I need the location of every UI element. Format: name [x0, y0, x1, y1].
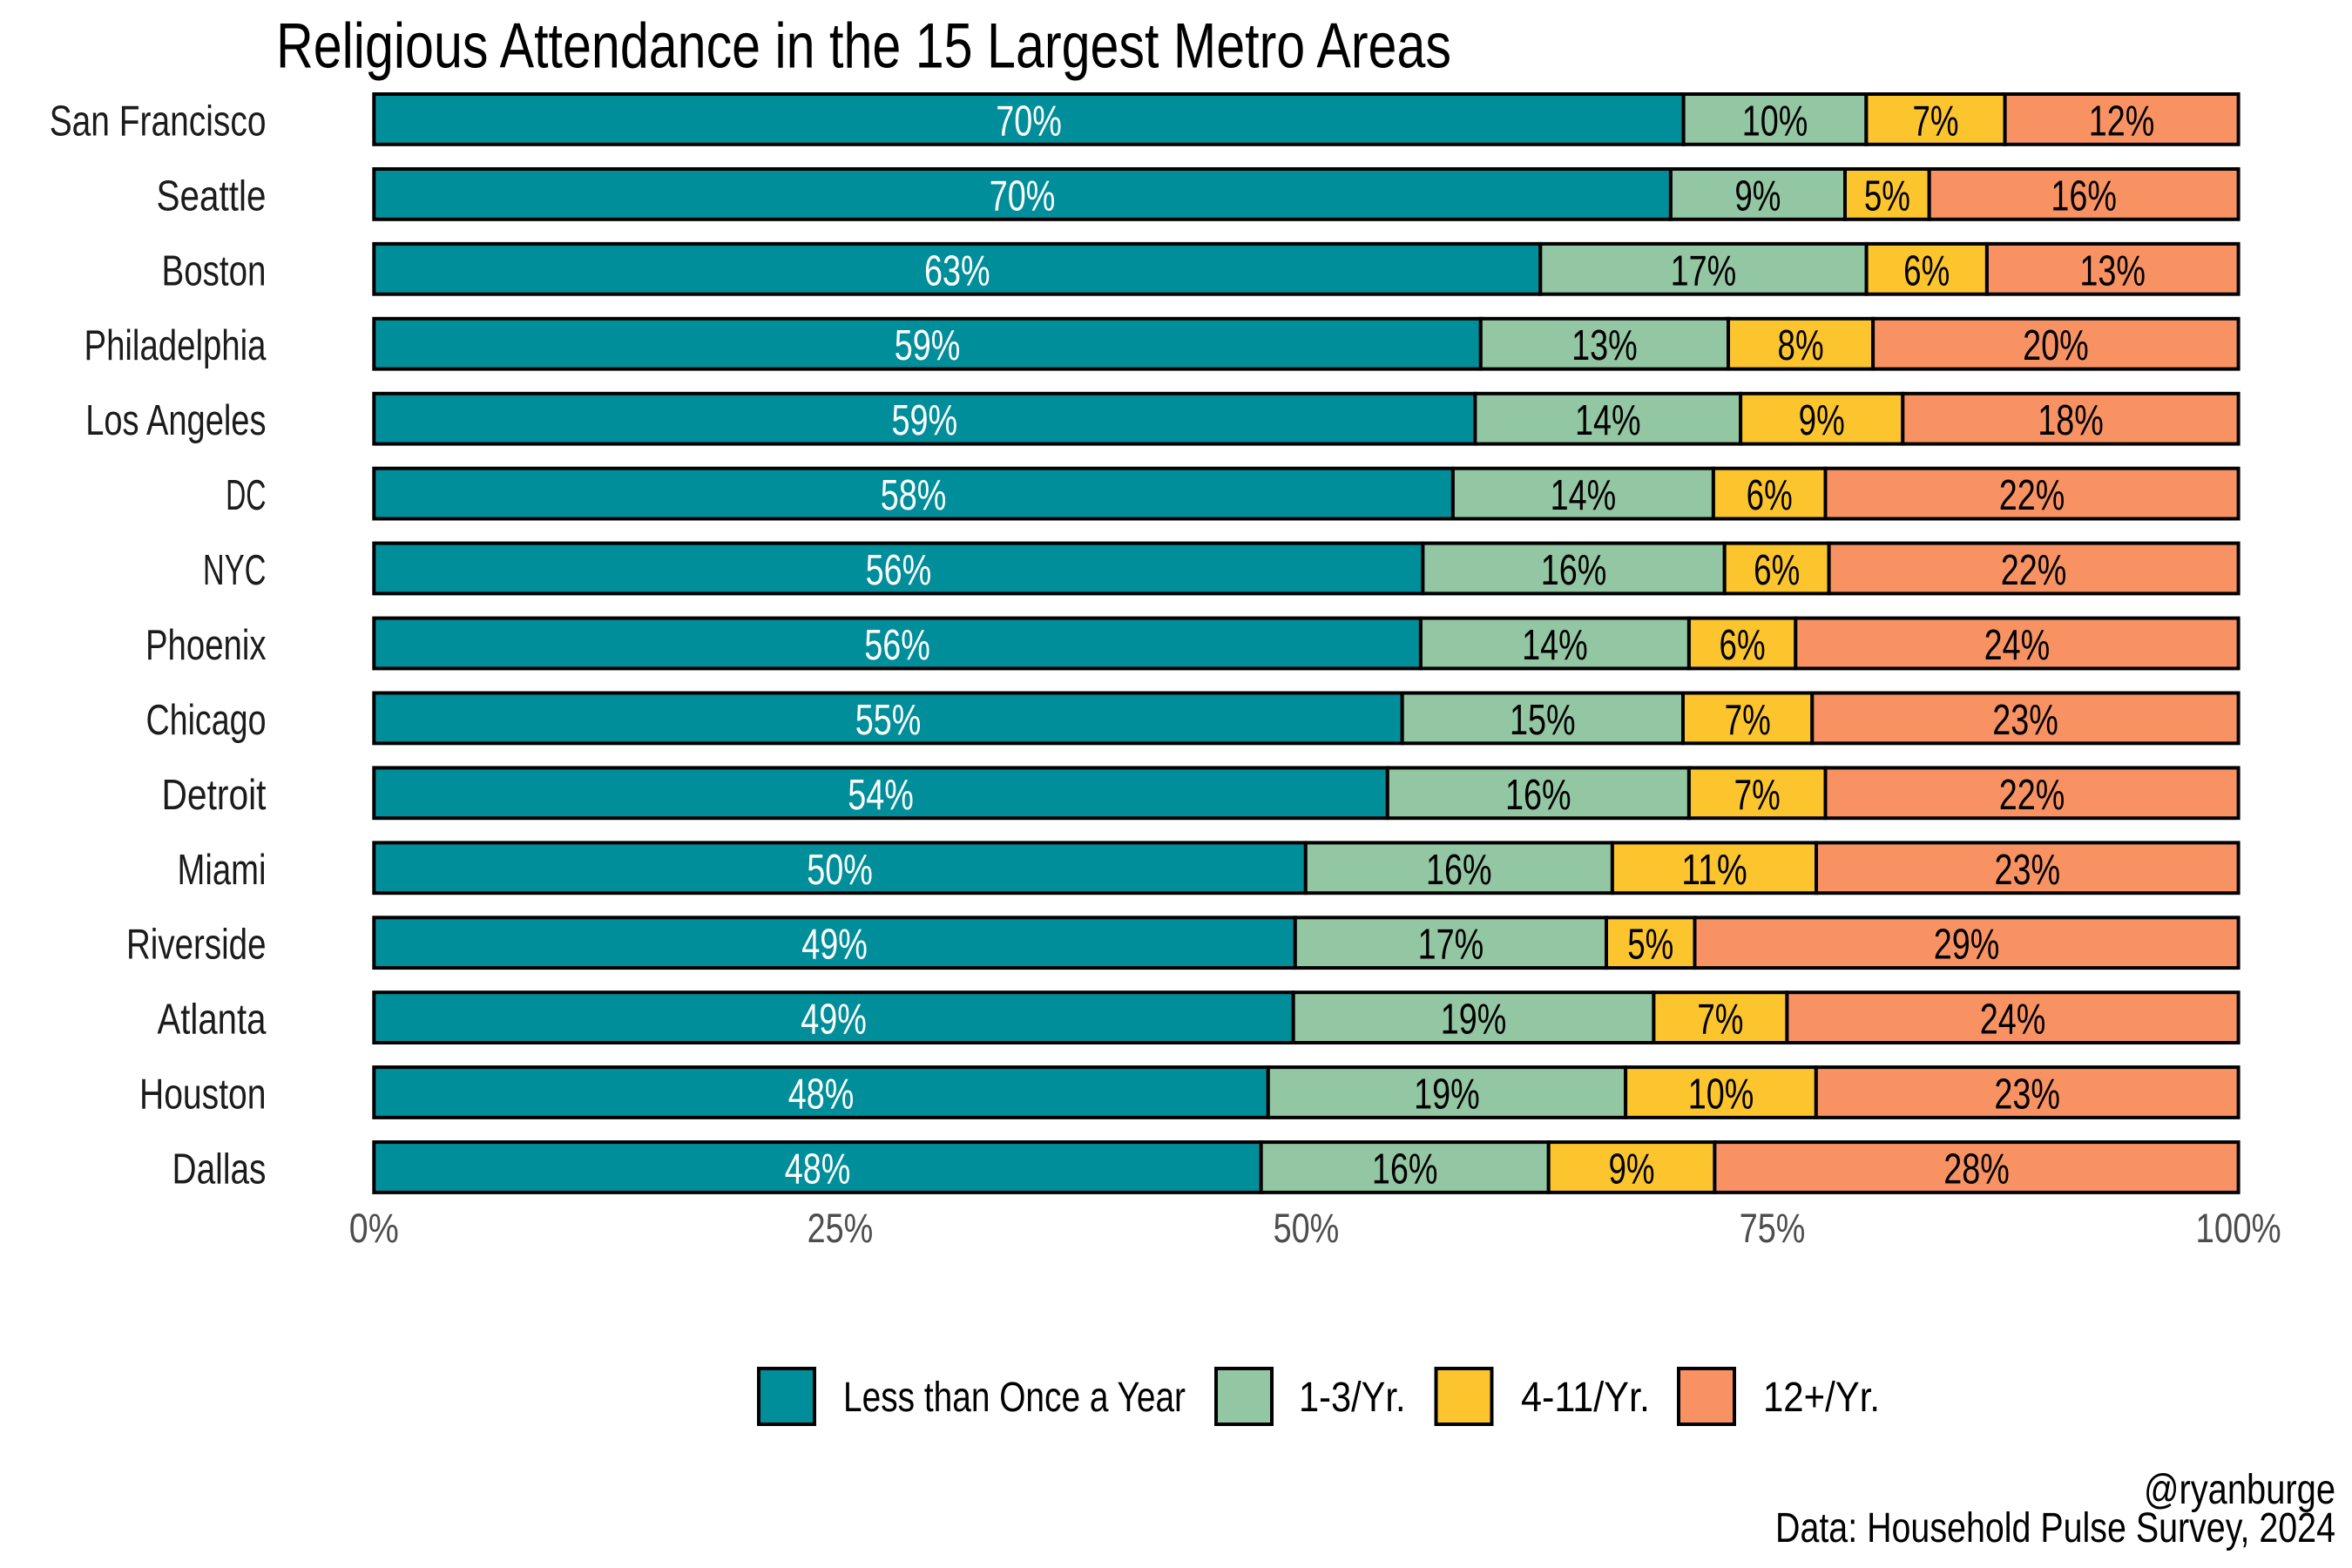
svg-text:Chicago: Chicago — [146, 697, 267, 744]
svg-text:5%: 5% — [1864, 172, 1910, 220]
svg-text:54%: 54% — [848, 772, 914, 819]
svg-text:5%: 5% — [1627, 922, 1673, 969]
svg-text:San Francisco: San Francisco — [50, 98, 267, 145]
svg-text:8%: 8% — [1778, 322, 1824, 369]
svg-text:4-11/Yr.: 4-11/Yr. — [1521, 1375, 1650, 1421]
svg-text:19%: 19% — [1414, 1071, 1480, 1119]
svg-text:14%: 14% — [1522, 622, 1588, 669]
svg-text:16%: 16% — [2051, 172, 2117, 220]
svg-text:100%: 100% — [2196, 1205, 2281, 1251]
svg-text:7%: 7% — [1725, 697, 1771, 744]
svg-text:7%: 7% — [1734, 772, 1781, 819]
svg-text:0%: 0% — [349, 1205, 399, 1251]
svg-text:12%: 12% — [2089, 98, 2155, 145]
svg-text:56%: 56% — [864, 622, 930, 669]
svg-text:22%: 22% — [1999, 472, 2065, 519]
svg-text:Phoenix: Phoenix — [145, 622, 267, 669]
svg-text:20%: 20% — [2023, 322, 2089, 369]
svg-text:50%: 50% — [807, 847, 873, 894]
svg-text:Religious Attendance in the 15: Religious Attendance in the 15 Largest M… — [276, 11, 1451, 82]
svg-text:13%: 13% — [2079, 247, 2146, 294]
svg-text:6%: 6% — [1747, 472, 1793, 519]
svg-text:70%: 70% — [996, 98, 1062, 145]
svg-text:Data: Household Pulse Survey,: Data: Household Pulse Survey, 2024 — [1775, 1505, 2335, 1551]
svg-text:7%: 7% — [1697, 997, 1743, 1044]
svg-text:24%: 24% — [1980, 997, 2046, 1044]
svg-text:Less than Once a Year: Less than Once a Year — [843, 1375, 1186, 1421]
svg-text:Seattle: Seattle — [157, 172, 267, 220]
svg-text:Miami: Miami — [178, 847, 267, 894]
svg-text:14%: 14% — [1551, 472, 1617, 519]
svg-text:@ryanburge: @ryanburge — [2144, 1467, 2335, 1513]
svg-text:22%: 22% — [2001, 547, 2067, 594]
svg-text:50%: 50% — [1274, 1205, 1340, 1251]
svg-text:16%: 16% — [1505, 772, 1571, 819]
svg-text:55%: 55% — [855, 697, 922, 744]
svg-text:Riverside: Riverside — [126, 922, 267, 969]
svg-text:Philadelphia: Philadelphia — [84, 322, 267, 369]
svg-text:48%: 48% — [785, 1146, 851, 1193]
svg-text:13%: 13% — [1571, 322, 1638, 369]
svg-text:63%: 63% — [924, 247, 990, 294]
svg-text:10%: 10% — [1742, 98, 1808, 145]
svg-text:Detroit: Detroit — [162, 772, 267, 819]
svg-text:Boston: Boston — [162, 247, 267, 294]
svg-text:28%: 28% — [1943, 1146, 2010, 1193]
svg-text:23%: 23% — [1994, 1071, 2060, 1119]
svg-text:7%: 7% — [1912, 98, 1958, 145]
svg-text:23%: 23% — [1992, 697, 2058, 744]
svg-text:11%: 11% — [1681, 847, 1747, 894]
svg-text:Los Angeles: Los Angeles — [85, 397, 266, 444]
svg-text:48%: 48% — [788, 1071, 855, 1119]
svg-text:59%: 59% — [892, 397, 958, 444]
svg-text:16%: 16% — [1372, 1146, 1438, 1193]
svg-text:15%: 15% — [1510, 697, 1576, 744]
svg-text:14%: 14% — [1575, 397, 1641, 444]
svg-text:58%: 58% — [881, 472, 947, 519]
svg-text:23%: 23% — [1995, 847, 2061, 894]
svg-text:75%: 75% — [1740, 1205, 1806, 1251]
svg-text:10%: 10% — [1688, 1071, 1754, 1119]
svg-text:Houston: Houston — [139, 1071, 267, 1119]
svg-text:16%: 16% — [1541, 547, 1607, 594]
svg-text:6%: 6% — [1903, 247, 1950, 294]
svg-text:9%: 9% — [1608, 1146, 1654, 1193]
svg-text:22%: 22% — [1999, 772, 2065, 819]
svg-text:1-3/Yr.: 1-3/Yr. — [1299, 1375, 1406, 1421]
svg-text:18%: 18% — [2038, 397, 2104, 444]
svg-text:DC: DC — [226, 472, 266, 519]
svg-text:19%: 19% — [1441, 997, 1507, 1044]
svg-text:9%: 9% — [1799, 397, 1845, 444]
svg-text:24%: 24% — [1984, 622, 2051, 669]
svg-text:6%: 6% — [1754, 547, 1800, 594]
svg-text:17%: 17% — [1671, 247, 1737, 294]
svg-text:9%: 9% — [1734, 172, 1781, 220]
svg-text:17%: 17% — [1418, 922, 1484, 969]
svg-text:6%: 6% — [1720, 622, 1766, 669]
svg-text:16%: 16% — [1426, 847, 1492, 894]
svg-text:25%: 25% — [808, 1205, 874, 1251]
svg-text:29%: 29% — [1934, 922, 2000, 969]
svg-text:59%: 59% — [895, 322, 961, 369]
svg-text:Dallas: Dallas — [172, 1146, 267, 1193]
svg-text:49%: 49% — [801, 997, 867, 1044]
svg-text:70%: 70% — [990, 172, 1056, 220]
svg-text:NYC: NYC — [203, 547, 267, 594]
svg-text:49%: 49% — [801, 922, 868, 969]
svg-text:Atlanta: Atlanta — [158, 997, 267, 1044]
svg-text:56%: 56% — [866, 547, 932, 594]
svg-text:12+/Yr.: 12+/Yr. — [1763, 1375, 1880, 1421]
